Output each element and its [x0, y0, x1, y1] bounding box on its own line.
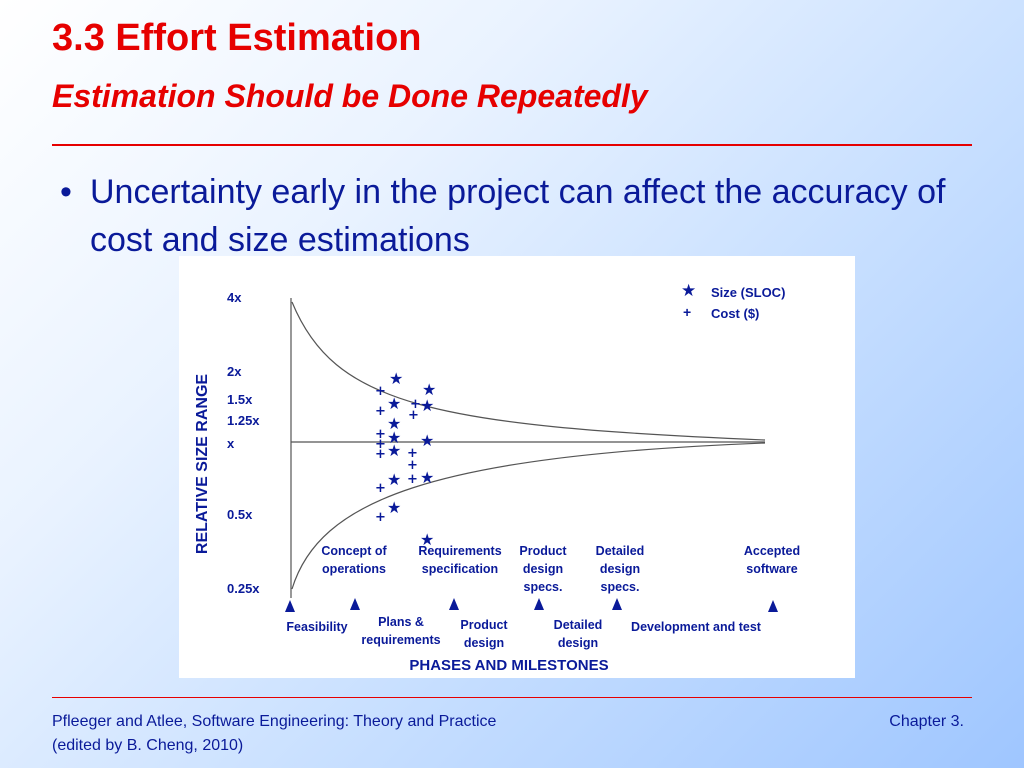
footer-divider	[52, 697, 972, 698]
milestone-label: Accepted	[744, 544, 800, 558]
star-icon: ★	[387, 414, 401, 433]
figure-canvas: RELATIVE SIZE RANGE 4x 2x 1.5x 1.25x x 0…	[194, 281, 800, 674]
cost-estimate-markers: + + + + + + + + + + + +	[375, 384, 421, 525]
phase-label: design	[558, 636, 598, 650]
milestone-triangle-icon	[449, 598, 459, 610]
plus-icon: +	[375, 427, 386, 442]
star-icon: ★	[387, 394, 401, 413]
slide-subtitle: Estimation Should be Done Repeatedly	[52, 78, 648, 114]
phase-label: Plans &	[378, 615, 424, 629]
y-tick-label: 2x	[227, 364, 242, 379]
star-icon: ★	[387, 428, 401, 447]
y-tick-label: 1.25x	[227, 413, 260, 428]
phase-label: design	[464, 636, 504, 650]
milestone-label: design	[523, 562, 563, 576]
milestone-label: specs.	[524, 580, 563, 594]
star-icon: ★	[387, 498, 401, 517]
milestone-label: specification	[422, 562, 498, 576]
milestone-label: design	[600, 562, 640, 576]
x-axis-title: PHASES AND MILESTONES	[409, 657, 608, 674]
milestone-triangle-icon	[534, 598, 544, 610]
phase-label: Detailed	[554, 618, 603, 632]
phase-label: Feasibility	[286, 620, 347, 634]
phase-label: requirements	[361, 633, 440, 647]
plus-icon: +	[375, 384, 386, 399]
y-tick-label: 1.5x	[227, 392, 253, 407]
milestone-label: Requirements	[418, 544, 501, 558]
legend-label-size: Size (SLOC)	[711, 285, 785, 300]
bullet-list: • Uncertainty early in the project can a…	[60, 168, 960, 264]
size-estimate-markers: ★ ★ ★ ★ ★ ★ ★ ★ ★ ★ ★ ★	[387, 369, 436, 549]
footer-citation: Pfleeger and Atlee, Software Engineering…	[52, 710, 496, 758]
milestone-label: Detailed	[596, 544, 645, 558]
milestone-label: operations	[322, 562, 386, 576]
plus-icon: +	[407, 446, 418, 461]
plus-icon: +	[407, 458, 418, 473]
milestone-triangle-icon	[768, 600, 778, 612]
bullet-text: Uncertainty early in the project can aff…	[90, 173, 946, 259]
plus-icon: +	[375, 481, 386, 496]
plus-icon: +	[375, 510, 386, 525]
title-divider	[52, 144, 972, 146]
milestone-label: software	[746, 562, 797, 576]
plus-icon: +	[408, 408, 419, 423]
upper-uncertainty-curve	[291, 301, 766, 441]
footer-citation-line: Pfleeger and Atlee, Software Engineering…	[52, 713, 497, 730]
milestone-triangle-icon	[285, 600, 295, 612]
y-tick-label: 4x	[227, 290, 242, 305]
slide-title: 3.3 Effort Estimation	[52, 17, 422, 59]
star-icon: ★	[422, 380, 436, 399]
y-tick-label: 0.25x	[227, 581, 260, 596]
y-axis-title: RELATIVE SIZE RANGE	[194, 374, 211, 554]
phase-labels: Feasibility Plans & requirements Product…	[286, 615, 761, 650]
plus-icon: +	[375, 447, 386, 462]
star-icon: ★	[420, 396, 434, 415]
y-tick-label: x	[227, 436, 235, 451]
star-icon: ★	[420, 530, 434, 549]
plus-icon: +	[407, 472, 418, 487]
star-icon: ★	[387, 470, 401, 489]
plus-icon: +	[410, 397, 421, 412]
milestone-label: Product	[519, 544, 567, 558]
plus-icon: +	[375, 437, 386, 452]
bullet-marker: •	[60, 173, 72, 211]
star-icon: ★	[420, 431, 434, 450]
phase-label: Development and test	[631, 620, 762, 634]
cone-of-uncertainty-figure: RELATIVE SIZE RANGE 4x 2x 1.5x 1.25x x 0…	[179, 256, 855, 678]
footer-chapter: Chapter 3.	[889, 713, 964, 730]
y-tick-label: 0.5x	[227, 507, 253, 522]
milestone-triangle-icon	[350, 598, 360, 610]
milestone-triangle-icon	[612, 598, 622, 610]
phase-label: Product	[460, 618, 508, 632]
milestone-label: Concept of	[321, 544, 387, 558]
legend-label-cost: Cost ($)	[711, 306, 759, 321]
milestone-labels: Concept of operations Requirements speci…	[321, 544, 800, 594]
star-icon: ★	[389, 369, 403, 388]
milestone-markers	[285, 598, 778, 612]
star-icon: ★	[420, 468, 434, 487]
star-icon: ★	[387, 441, 401, 460]
plus-icon: +	[683, 304, 691, 320]
bullet-item: • Uncertainty early in the project can a…	[60, 168, 960, 264]
star-icon: ★	[681, 281, 696, 300]
milestone-label: specs.	[601, 580, 640, 594]
plus-icon: +	[375, 404, 386, 419]
lower-uncertainty-curve	[291, 442, 766, 590]
footer-citation-line: (edited by B. Cheng, 2010)	[52, 737, 244, 754]
